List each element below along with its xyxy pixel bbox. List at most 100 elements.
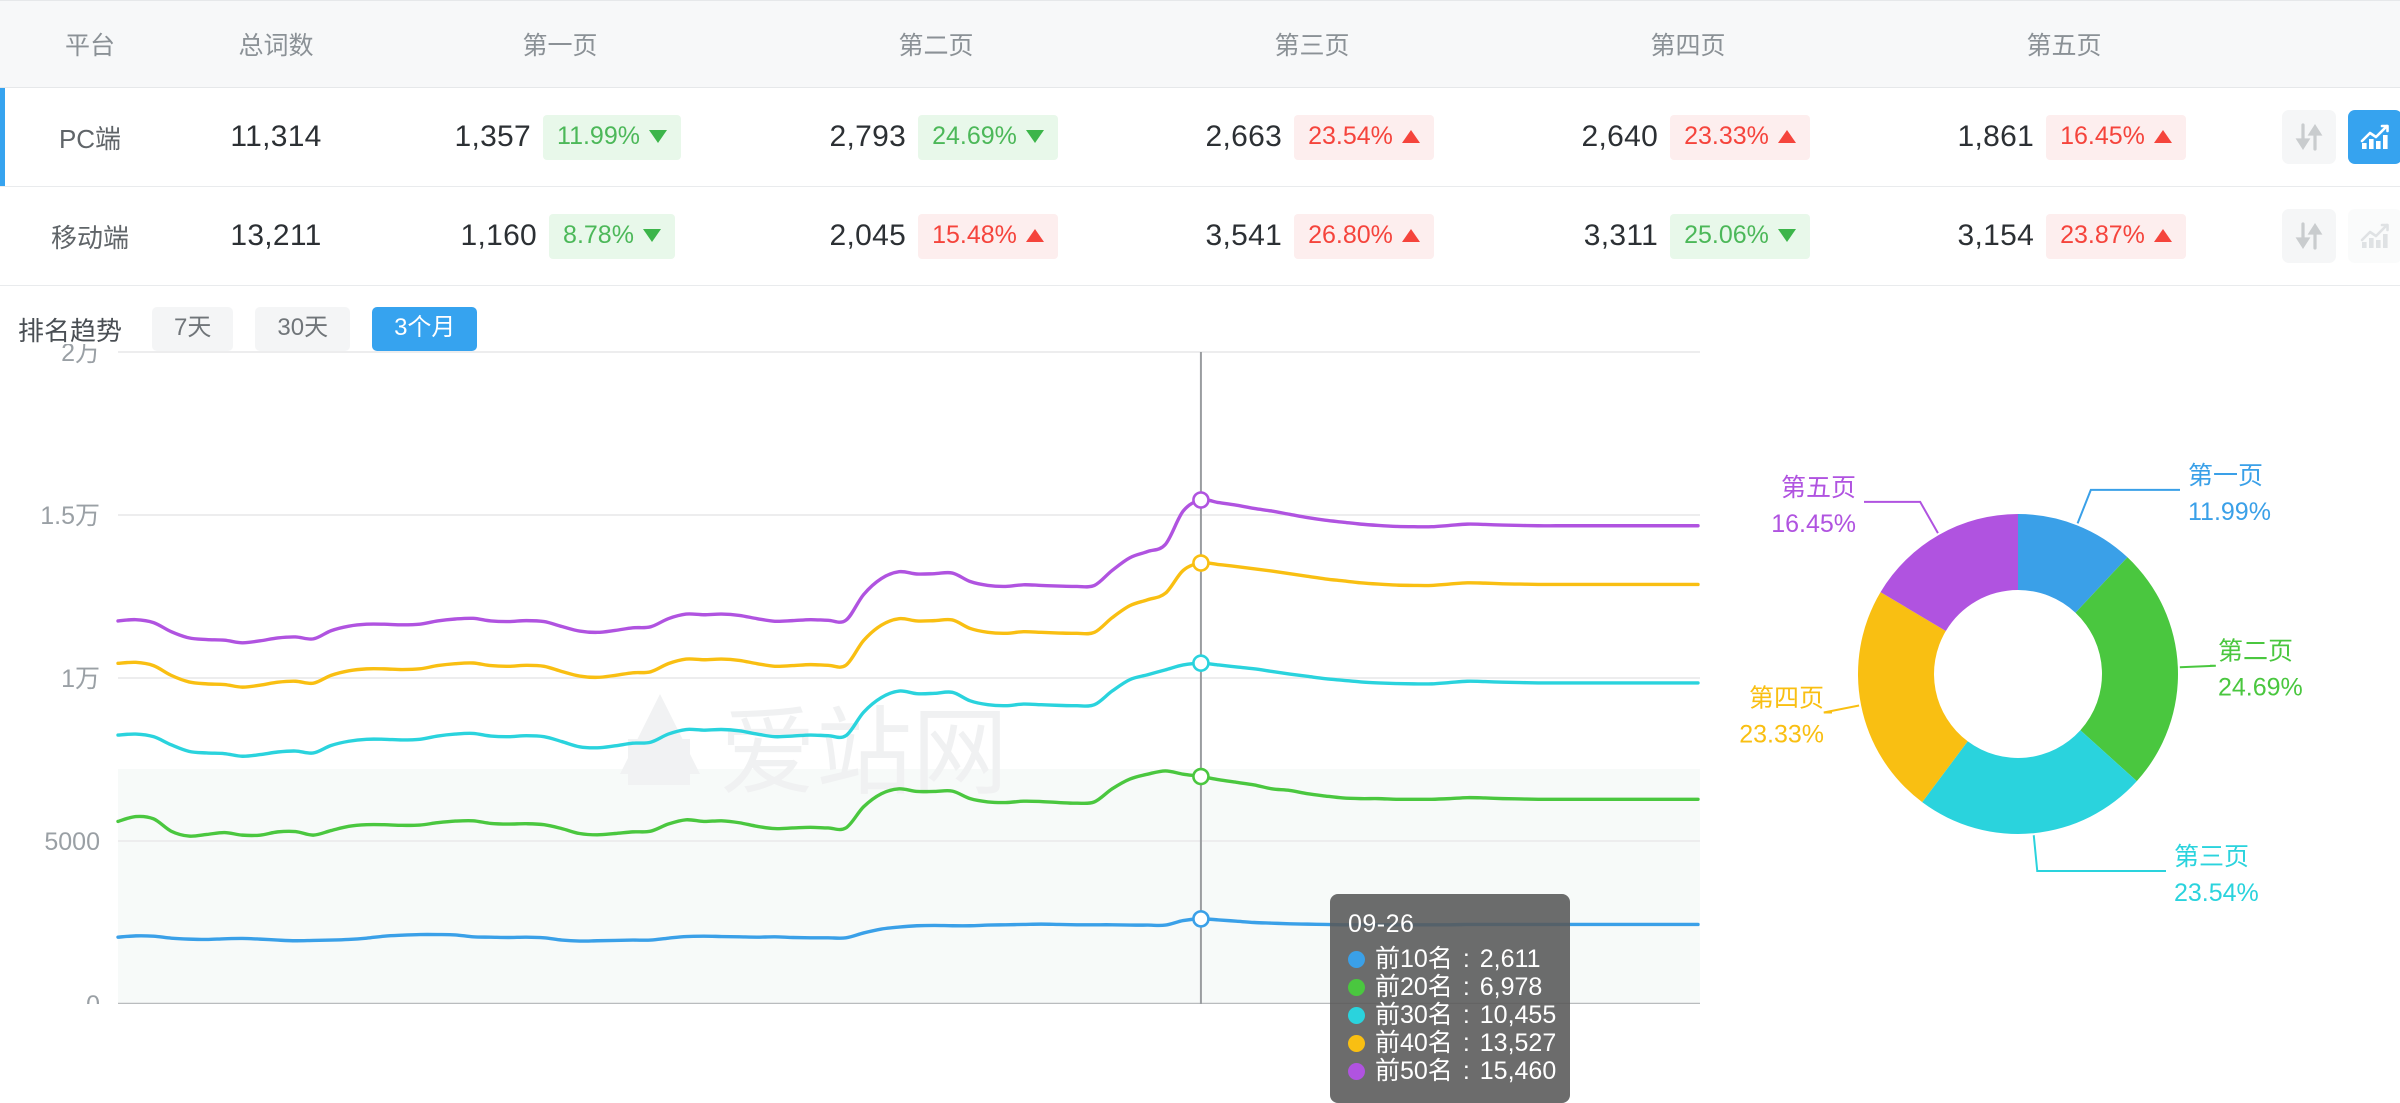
page-count: 3,311 bbox=[1583, 219, 1659, 252]
platform-label: PC端 bbox=[58, 123, 122, 154]
trend-toolbar: 排名趋势 7天 30天 3个月 bbox=[0, 286, 2400, 351]
tooltip-date: 09-26 bbox=[1348, 910, 1415, 938]
cell-page1: 1,160 8.78% bbox=[372, 186, 748, 286]
y-tick-label: 2万 bbox=[61, 344, 100, 367]
donut-chart-svg: 第一页 11.99% 第二页 24.69% 第三页 23.54% 第四页 23.33% 第五页 1… bbox=[1739, 462, 2303, 907]
column-header-page1: 第一页 bbox=[522, 32, 598, 60]
triangle-up-icon bbox=[1025, 228, 1044, 242]
legend-dot-top30 bbox=[1348, 1006, 1365, 1024]
tooltip-row: 前10名: 2,611 bbox=[1348, 945, 1552, 973]
legend-dot-top40 bbox=[1348, 1034, 1365, 1052]
range-button-30d[interactable]: 30天 bbox=[255, 307, 351, 351]
tooltip-label-top50: 前50名 bbox=[1375, 1057, 1453, 1085]
tooltip-value-top40: 13,527 bbox=[1479, 1029, 1557, 1057]
page-count: 1,861 bbox=[1957, 120, 2035, 153]
donut-slice-label: 第五页 bbox=[1781, 474, 1856, 502]
triangle-down-icon bbox=[1025, 129, 1044, 143]
donut-slice-value: 23.33% bbox=[1739, 721, 1824, 749]
donut-slice[interactable] bbox=[1858, 592, 1968, 803]
page-percent-value: 8.78% bbox=[563, 220, 634, 249]
y-tick-label: 1万 bbox=[61, 665, 100, 693]
donut-slice-label: 第一页 bbox=[2188, 462, 2263, 490]
donut-slice[interactable] bbox=[1922, 730, 2137, 834]
tooltip-row: 前40名: 13,527 bbox=[1348, 1029, 1556, 1057]
page-count: 3,541 bbox=[1205, 219, 1283, 252]
platform-label: 移动端 bbox=[50, 222, 129, 253]
page-percent-value: 24.69% bbox=[932, 121, 1017, 150]
bar-chart-icon[interactable] bbox=[2348, 110, 2400, 164]
bar-chart-icon[interactable] bbox=[2348, 209, 2400, 263]
y-axis-labels: 0 5000 1万 1.5万 2万 bbox=[40, 339, 100, 1019]
cell-page5: 1,861 16.45% bbox=[1876, 87, 2252, 187]
cell-page4: 2,640 23.33% bbox=[1500, 87, 1876, 187]
column-header-page5: 第五页 bbox=[2026, 32, 2102, 60]
donut-slice[interactable] bbox=[2018, 514, 2128, 613]
cell-actions bbox=[2252, 87, 2400, 187]
total-value: 11,314 bbox=[230, 120, 322, 153]
page-count: 2,793 bbox=[829, 120, 907, 153]
donut-leader-line bbox=[2179, 664, 2216, 669]
page-percent-badge: 8.78% bbox=[549, 213, 675, 259]
triangle-up-icon bbox=[2153, 129, 2172, 143]
series-hover-marker bbox=[1192, 767, 1210, 786]
ranking-table: 平台 总词数 第一页 第二页 第三页 第四页 第五页 PC端 11,314 1,… bbox=[0, 0, 2400, 286]
cell-total: 13,211 bbox=[180, 186, 372, 286]
sort-arrows-icon[interactable] bbox=[2282, 209, 2336, 263]
page-count: 1,160 bbox=[460, 219, 538, 252]
page-percent-value: 23.87% bbox=[2060, 220, 2145, 249]
page-count: 1,357 bbox=[454, 120, 532, 153]
triangle-up-icon bbox=[1401, 228, 1420, 242]
column-header-total: 总词数 bbox=[238, 32, 314, 60]
donut-slice-value: 24.69% bbox=[2218, 674, 2303, 702]
donut-leader-line bbox=[2076, 488, 2180, 524]
cell-platform: PC端 bbox=[0, 87, 180, 187]
page-percent-value: 23.54% bbox=[1308, 121, 1393, 150]
series-line bbox=[116, 769, 1700, 838]
series-line bbox=[116, 497, 1700, 645]
page-distribution-donut-chart[interactable]: 第一页 11.99% 第二页 24.69% 第三页 23.54% 第四页 23.33% 第五页 1… bbox=[1700, 344, 2400, 1004]
column-header-actions bbox=[2252, 1, 2400, 88]
page-count: 2,045 bbox=[829, 219, 907, 252]
table-row[interactable]: 移动端 13,211 1,160 8.78% 2,045 15.4 bbox=[0, 186, 2400, 286]
tooltip-label-top10: 前10名 bbox=[1375, 945, 1453, 973]
page-percent-badge: 16.45% bbox=[2046, 114, 2186, 160]
series-line bbox=[116, 561, 1700, 689]
triangle-down-icon bbox=[1777, 228, 1796, 242]
page-percent-value: 15.48% bbox=[932, 220, 1017, 249]
cell-platform: 移动端 bbox=[0, 186, 180, 286]
page-percent-value: 25.06% bbox=[1684, 220, 1769, 249]
donut-slice[interactable] bbox=[1880, 514, 2018, 632]
page-percent-value: 23.33% bbox=[1684, 121, 1769, 150]
series-line bbox=[116, 661, 1700, 758]
range-button-3m[interactable]: 3个月 bbox=[372, 307, 478, 351]
page-percent-value: 26.80% bbox=[1308, 220, 1393, 249]
cell-page2: 2,045 15.48% bbox=[748, 186, 1124, 286]
donut-leader-line bbox=[1864, 500, 1939, 534]
y-tick-label: 0 bbox=[86, 991, 100, 1004]
table-header-row: 平台 总词数 第一页 第二页 第三页 第四页 第五页 bbox=[0, 0, 2400, 88]
tooltip-label-top40: 前40名 bbox=[1375, 1029, 1453, 1057]
donut-leader-line bbox=[2032, 835, 2166, 873]
range-button-7d[interactable]: 7天 bbox=[152, 307, 234, 351]
triangle-down-icon bbox=[648, 129, 667, 143]
tooltip-row: 前50名: 15,460 bbox=[1348, 1057, 1556, 1085]
page-count: 2,663 bbox=[1205, 120, 1283, 153]
column-header-page2: 第二页 bbox=[898, 32, 974, 60]
cell-page5: 3,154 23.87% bbox=[1876, 186, 2252, 286]
cell-page3: 3,541 26.80% bbox=[1124, 186, 1500, 286]
y-tick-label: 1.5万 bbox=[40, 502, 100, 530]
page-percent-badge: 25.06% bbox=[1670, 213, 1810, 259]
tooltip-value-top30: 10,455 bbox=[1479, 1001, 1557, 1029]
series-hover-marker bbox=[1192, 654, 1210, 672]
page-percent-value: 16.45% bbox=[2060, 121, 2145, 150]
tooltip-value-top10: 2,611 bbox=[1479, 945, 1541, 973]
cell-page3: 2,663 23.54% bbox=[1124, 87, 1500, 187]
watermark-label: 爱站网 bbox=[720, 700, 1008, 807]
tooltip-label-top30: 前30名 bbox=[1375, 1001, 1453, 1029]
donut-slice[interactable] bbox=[2075, 557, 2178, 782]
table-row[interactable]: PC端 11,314 1,357 11.99% 2,793 24. bbox=[0, 87, 2400, 187]
donut-slice-label: 第四页 bbox=[1749, 685, 1824, 713]
sort-arrows-icon[interactable] bbox=[2282, 110, 2336, 164]
